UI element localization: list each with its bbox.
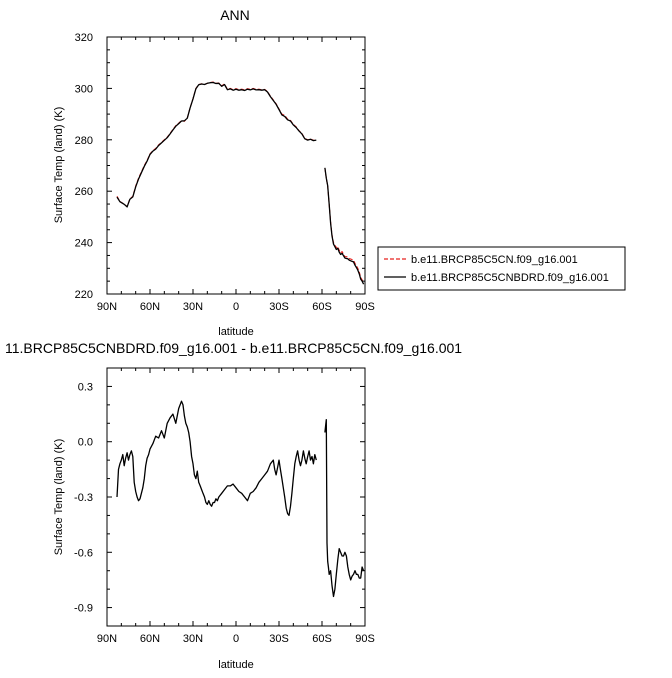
bottom-x-tick-label: 90S	[355, 633, 375, 645]
top-title: ANN	[220, 7, 250, 23]
top-x-tick-label: 30N	[183, 301, 203, 313]
top-y-tick-label: 240	[75, 238, 93, 250]
bottom-x-tick-label: 0	[233, 633, 239, 645]
top-y-tick-label: 320	[75, 32, 93, 44]
top-x-tick-label: 0	[233, 301, 239, 313]
bottom-y-tick-label: 0.0	[78, 437, 93, 449]
bottom-y-tick-label: -0.9	[74, 603, 93, 615]
top-plot-frame	[106, 36, 366, 295]
bottom-x-tick-label: 30N	[183, 633, 203, 645]
top-axes: 90N 60N 30N 0 30S 60S 90S 220 240 260 280 300 320	[75, 32, 375, 313]
bottom-series-1-line-segment-2	[324, 418, 365, 598]
bottom-axes: 90N 60N 30N 0 30S 60S 90S -0.9 -0.6 -0.3 0.0 0.3	[74, 367, 375, 645]
legend-label-series-2: b.e11.BRCP85C5CNBDRD.f09_g16.001	[411, 272, 609, 284]
bottom-y-tick-label: -0.6	[74, 547, 93, 559]
bottom-y-tick-label: -0.3	[74, 492, 93, 504]
top-series-2-line-segment-1	[116, 81, 317, 208]
bottom-x-tick-label: 90N	[97, 633, 117, 645]
top-series-layer	[116, 81, 365, 285]
bottom-x-tick-label: 60N	[140, 633, 160, 645]
top-y-tick-label: 300	[75, 83, 93, 95]
bottom-y-tick-label: 0.3	[78, 381, 93, 393]
top-x-tick-label: 30S	[269, 301, 289, 313]
bottom-title: 11.BRCP85C5CNBDRD.f09_g16.001 - b.e11.BR…	[5, 340, 462, 356]
bottom-x-tick-label: 60S	[312, 633, 332, 645]
bottom-x-axis-label: latitude	[218, 659, 253, 671]
bottom-x-tick-label: 30S	[269, 633, 289, 645]
top-x-tick-label: 60N	[140, 301, 160, 313]
bottom-panel: 11.BRCP85C5CNBDRD.f09_g16.001 - b.e11.BR…	[5, 340, 462, 671]
legend-box	[377, 246, 626, 291]
top-series-2-line-segment-2	[324, 167, 365, 285]
top-y-tick-label: 220	[75, 289, 93, 301]
top-y-tick-label: 260	[75, 186, 93, 198]
legend: b.e11.BRCP85C5CN.f09_g16.001 b.e11.BRCP8…	[377, 246, 626, 291]
top-x-tick-label: 60S	[312, 301, 332, 313]
top-y-axis-label: Surface Temp (land) (K)	[53, 107, 65, 224]
top-y-tick-label: 280	[75, 135, 93, 147]
top-panel: ANN 90N 60N 30N 0 30S 60S 90S 220 240 260 280 300 32…	[53, 7, 626, 338]
legend-label-series-1: b.e11.BRCP85C5CN.f09_g16.001	[411, 254, 578, 266]
top-series-1-line-segment-1	[116, 81, 317, 208]
bottom-y-axis-label: Surface Temp (land) (K)	[53, 439, 65, 556]
top-x-tick-label: 90S	[355, 301, 375, 313]
top-x-tick-label: 90N	[97, 301, 117, 313]
bottom-series-1-line-segment-1	[116, 400, 317, 517]
top-x-axis-label: latitude	[218, 326, 253, 338]
bottom-series-layer	[116, 400, 365, 598]
